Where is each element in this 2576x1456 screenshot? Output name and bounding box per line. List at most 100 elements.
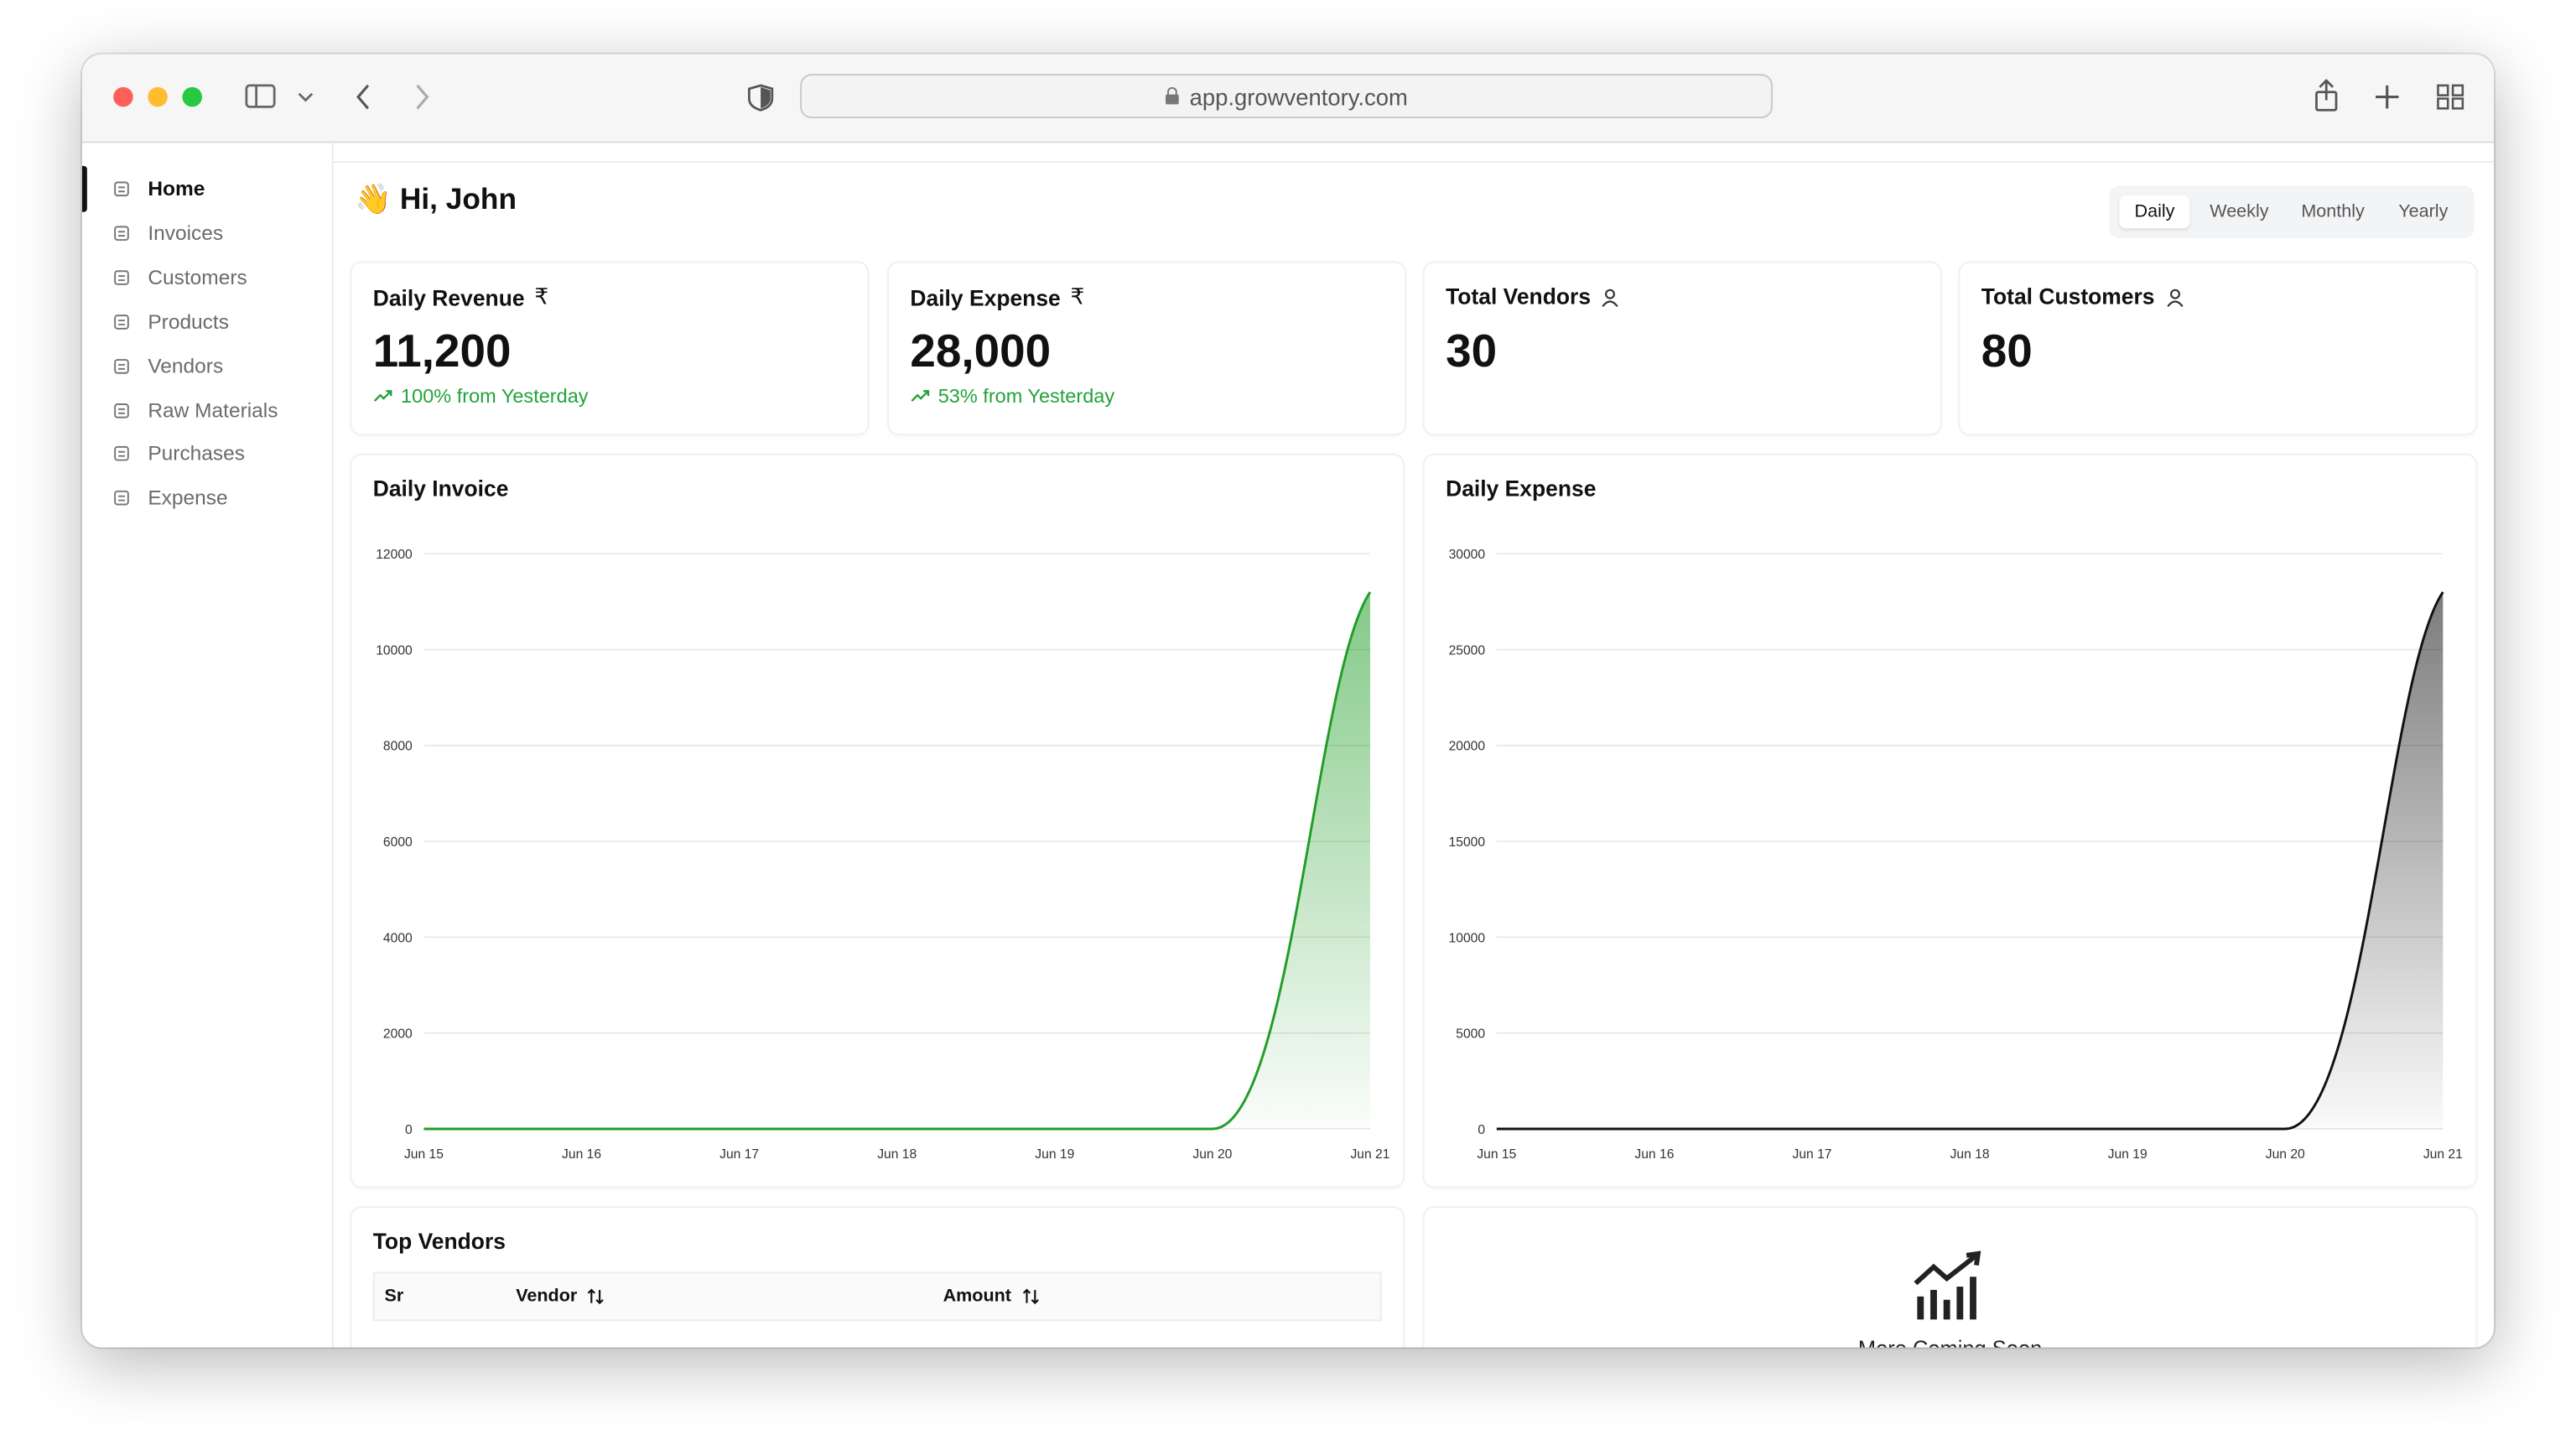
table-header: Sr Vendor Amount bbox=[372, 1271, 1382, 1322]
zoom-button[interactable] bbox=[182, 86, 202, 107]
y-tick-label: 0 bbox=[405, 1123, 413, 1137]
stat-title: Daily Expense ₹ bbox=[910, 284, 1084, 310]
x-tick-label: Jun 15 bbox=[404, 1147, 444, 1162]
x-tick-label: Jun 17 bbox=[719, 1147, 759, 1162]
x-tick-label: Jun 15 bbox=[1477, 1147, 1516, 1162]
stat-value: 11,200 bbox=[372, 325, 512, 377]
y-tick-label: 8000 bbox=[383, 740, 413, 754]
table-title: Top Vendors bbox=[372, 1229, 506, 1254]
y-tick-label: 12000 bbox=[376, 548, 413, 562]
stat-change: 53% from Yesterday bbox=[910, 384, 1114, 408]
column-header: Sr bbox=[384, 1287, 403, 1307]
nav-label: Customers bbox=[148, 265, 247, 289]
chart-card: Daily Invoice 0 2000 4000 6000 8000 10000 12000… bbox=[351, 455, 1404, 1187]
nav-icon bbox=[114, 491, 129, 507]
x-tick-label: Jun 17 bbox=[1792, 1147, 1831, 1162]
close-button[interactable] bbox=[113, 86, 133, 107]
column-header[interactable]: Amount bbox=[943, 1287, 1041, 1307]
x-tick-label: Jun 16 bbox=[562, 1147, 601, 1162]
sidebar-toggle[interactable] bbox=[245, 84, 314, 108]
y-tick-label: 15000 bbox=[1449, 835, 1486, 850]
y-tick-label: 2000 bbox=[383, 1027, 413, 1042]
stat-value: 80 bbox=[1981, 325, 2033, 377]
greeting: 👋 Hi, John bbox=[355, 182, 517, 216]
header-divider bbox=[331, 161, 2495, 163]
area bbox=[423, 591, 1370, 1129]
column-header[interactable]: Vendor bbox=[516, 1287, 606, 1307]
stat-value: 28,000 bbox=[910, 325, 1052, 377]
period-tab[interactable]: Monthly bbox=[2301, 201, 2365, 222]
nav-item[interactable]: Invoices bbox=[112, 216, 223, 249]
nav-item[interactable]: Customers bbox=[112, 261, 247, 294]
privacy-icon[interactable] bbox=[748, 84, 774, 112]
period-tab[interactable]: Daily bbox=[2119, 195, 2190, 229]
y-tick-label: 0 bbox=[1478, 1123, 1485, 1137]
chart: 0 5000 10000 15000 20000 25000 30000 Jun 15 Jun … bbox=[1449, 548, 2463, 1162]
x-tick-label: Jun 19 bbox=[1035, 1147, 1074, 1162]
browser-toolbar: app.growventory.com bbox=[81, 54, 2495, 143]
address-bar[interactable]: app.growventory.com bbox=[800, 74, 1773, 119]
top-vendors-card: Top Vendors Sr Vendor Amount bbox=[351, 1208, 1404, 1348]
sidebar: Home Invoices Customers Products Vendors Raw … bbox=[81, 143, 334, 1348]
nav-label: Products bbox=[148, 309, 230, 334]
stat-title-text: Total Customers bbox=[1981, 283, 2155, 309]
stat-change: 100% from Yesterday bbox=[373, 384, 589, 408]
dashboard: Daily Revenue ₹11,200 100% from Yesterday D… bbox=[82, 55, 2494, 1348]
nav-item[interactable]: Raw Materials bbox=[112, 393, 278, 426]
stat-card: Total Customers 80 bbox=[1960, 263, 2476, 434]
stat-change-text: 100% from Yesterday bbox=[401, 384, 589, 408]
nav-item[interactable]: Vendors bbox=[112, 350, 223, 382]
forward-button[interactable] bbox=[416, 84, 429, 110]
nav-item[interactable]: Expense bbox=[112, 482, 228, 515]
x-tick-label: Jun 18 bbox=[877, 1147, 917, 1162]
period-tabs: Daily Weekly Monthly Yearly bbox=[2109, 185, 2475, 239]
nav-icon bbox=[114, 181, 129, 197]
new-tab-button[interactable] bbox=[2376, 85, 2399, 109]
period-tab[interactable]: Yearly bbox=[2398, 201, 2449, 222]
active-indicator bbox=[81, 165, 87, 212]
tab-overview-button[interactable] bbox=[2437, 84, 2464, 110]
stat-card: Daily Revenue ₹11,200 100% from Yesterday bbox=[351, 263, 868, 434]
nav-label: Home bbox=[148, 177, 205, 201]
coming-soon-text: More Coming Soon bbox=[1425, 1336, 2476, 1348]
x-tick-label: Jun 16 bbox=[1634, 1147, 1674, 1162]
y-tick-label: 10000 bbox=[376, 643, 413, 658]
sort-icon bbox=[1021, 1288, 1039, 1305]
y-tick-label: 10000 bbox=[1449, 931, 1486, 945]
minimize-button[interactable] bbox=[148, 86, 168, 107]
stat-unit: ₹ bbox=[1070, 283, 1085, 309]
back-button[interactable] bbox=[356, 84, 370, 110]
nav-icon bbox=[114, 226, 129, 241]
coming-soon-icon bbox=[1914, 1251, 1981, 1320]
line bbox=[1496, 591, 2444, 1131]
stat-icon bbox=[2166, 288, 2183, 307]
y-tick-label: 4000 bbox=[383, 931, 413, 945]
nav-item[interactable]: Home bbox=[112, 173, 205, 205]
nav-label: Purchases bbox=[148, 442, 246, 466]
stat-title: Total Vendors bbox=[1446, 284, 1620, 309]
stat-card: Total Vendors 30 bbox=[1424, 263, 1940, 434]
chart-card: Daily Expense 0 5000 10000 15000 20000 25000 30… bbox=[1424, 455, 2476, 1187]
nav-item[interactable]: Products bbox=[112, 305, 229, 338]
chart: 0 2000 4000 6000 8000 10000 12000 Jun 15 Jun 16 J… bbox=[376, 548, 1389, 1162]
y-tick-label: 5000 bbox=[1456, 1027, 1485, 1042]
nav-item[interactable]: Purchases bbox=[112, 438, 245, 471]
x-tick-label: Jun 19 bbox=[2108, 1147, 2148, 1162]
line bbox=[423, 591, 1372, 1131]
trend-icon bbox=[373, 390, 392, 402]
x-tick-label: Jun 21 bbox=[1350, 1147, 1389, 1162]
period-tab[interactable]: Weekly bbox=[2210, 201, 2269, 222]
nav-label: Vendors bbox=[148, 354, 224, 377]
stat-card: Daily Expense ₹ 28,000 53% from Yesterday bbox=[888, 263, 1405, 434]
url-text: app.growventory.com bbox=[1189, 82, 1408, 110]
stat-title: Total Customers bbox=[1981, 284, 2184, 309]
stat-title-text: Total Vendors bbox=[1446, 283, 1592, 309]
nav-icon bbox=[114, 358, 129, 373]
x-tick-label: Jun 21 bbox=[2423, 1147, 2463, 1162]
x-tick-label: Jun 20 bbox=[1192, 1147, 1232, 1162]
trend-icon bbox=[911, 390, 930, 402]
share-button[interactable] bbox=[2315, 79, 2338, 112]
